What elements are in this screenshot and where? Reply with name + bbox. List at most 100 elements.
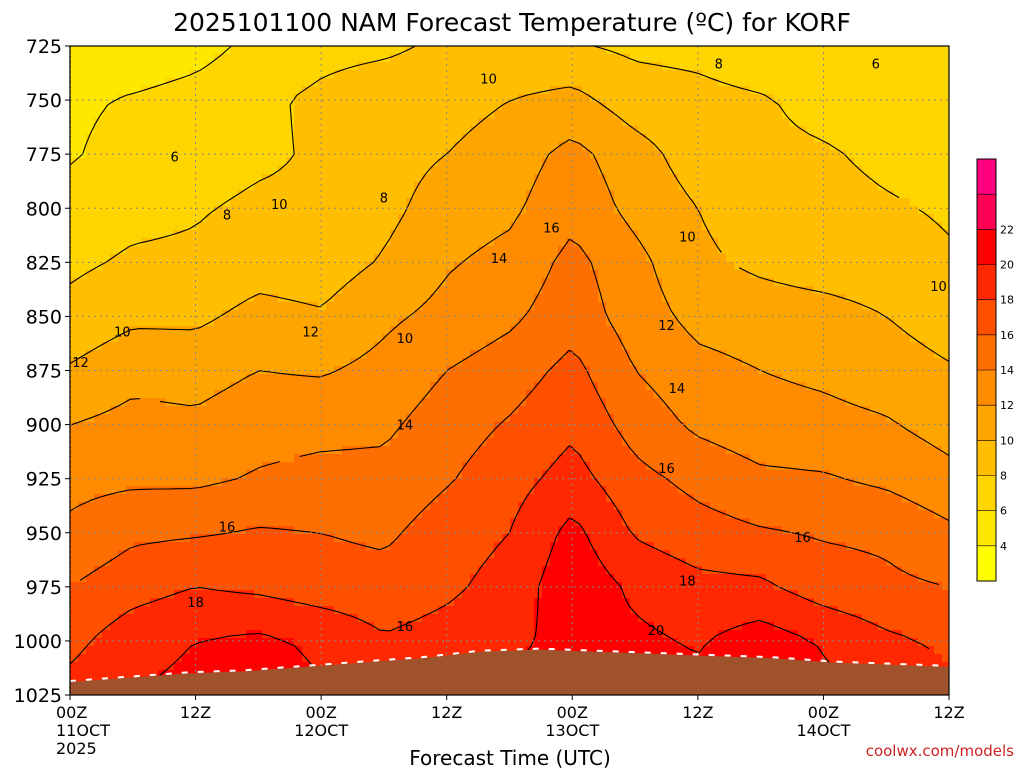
heat-cell <box>150 102 159 111</box>
heat-cell <box>766 54 775 63</box>
heat-cell <box>134 326 143 335</box>
heat-cell <box>502 350 511 359</box>
heat-cell <box>110 182 119 191</box>
heat-cell <box>902 286 911 295</box>
heat-cell <box>166 262 175 271</box>
heat-cell <box>622 366 631 375</box>
heat-cell <box>302 102 311 111</box>
heat-cell <box>438 398 447 407</box>
heat-cell <box>70 214 79 223</box>
heat-cell <box>110 318 119 327</box>
heat-cell <box>430 54 439 63</box>
heat-cell <box>782 134 791 143</box>
heat-cell <box>710 142 719 151</box>
heat-cell <box>342 390 351 399</box>
heat-cell <box>926 262 935 271</box>
heat-cell <box>718 182 727 191</box>
heat-cell <box>102 310 111 319</box>
heat-cell <box>838 398 847 407</box>
heat-cell <box>86 166 95 175</box>
heat-cell <box>718 126 727 135</box>
heat-cell <box>566 198 575 207</box>
heat-cell <box>254 78 263 87</box>
heat-cell <box>134 54 143 63</box>
heat-cell <box>278 390 287 399</box>
heat-cell <box>902 86 911 95</box>
heat-cell <box>502 342 511 351</box>
heat-cell <box>726 166 735 175</box>
heat-cell <box>854 238 863 247</box>
heat-cell <box>646 374 655 383</box>
heat-cell <box>502 382 511 391</box>
heat-cell <box>678 398 687 407</box>
heat-cell <box>782 230 791 239</box>
heat-cell <box>710 118 719 127</box>
heat-cell <box>134 126 143 135</box>
heat-cell <box>358 70 367 79</box>
heat-cell <box>526 398 535 407</box>
heat-cell <box>814 118 823 127</box>
heat-cell <box>686 238 695 247</box>
heat-cell <box>230 70 239 79</box>
heat-cell <box>582 158 591 167</box>
heat-cell <box>590 398 599 407</box>
heat-cell <box>174 206 183 215</box>
heat-cell <box>182 118 191 127</box>
heat-cell <box>894 230 903 239</box>
heat-cell <box>782 254 791 263</box>
heat-cell <box>742 278 751 287</box>
heat-cell <box>198 342 207 351</box>
heat-cell <box>606 62 615 71</box>
heat-cell <box>550 198 559 207</box>
heat-cell <box>766 62 775 71</box>
heat-cell <box>414 198 423 207</box>
heat-cell <box>846 190 855 199</box>
heat-cell <box>214 310 223 319</box>
heat-cell <box>894 222 903 231</box>
heat-cell <box>478 182 487 191</box>
heat-cell <box>390 302 399 311</box>
heat-cell <box>182 302 191 311</box>
heat-cell <box>798 310 807 319</box>
heat-cell <box>718 270 727 279</box>
heat-cell <box>630 318 639 327</box>
heat-cell <box>510 382 519 391</box>
heat-cell <box>326 246 335 255</box>
heat-cell <box>558 390 567 399</box>
heat-cell <box>782 246 791 255</box>
heat-cell <box>454 190 463 199</box>
heat-cell <box>422 334 431 343</box>
heat-cell <box>190 294 199 303</box>
heat-cell <box>222 134 231 143</box>
heat-cell <box>566 390 575 399</box>
heat-cell <box>182 358 191 367</box>
heat-cell <box>278 190 287 199</box>
heat-cell <box>206 286 215 295</box>
heat-cell <box>654 134 663 143</box>
heat-cell <box>374 94 383 103</box>
heat-cell <box>398 182 407 191</box>
heat-cell <box>678 174 687 183</box>
heat-cell <box>438 102 447 111</box>
heat-cell <box>126 182 135 191</box>
heat-cell <box>662 230 671 239</box>
heat-cell <box>942 286 949 295</box>
heat-cell <box>638 206 647 215</box>
heat-cell <box>246 174 255 183</box>
heat-cell <box>190 286 199 295</box>
heat-cell <box>502 270 511 279</box>
heat-cell <box>334 334 343 343</box>
heat-cell <box>198 118 207 127</box>
heat-cell <box>326 270 335 279</box>
heat-cell <box>670 126 679 135</box>
heat-cell <box>814 310 823 319</box>
heat-cell <box>150 206 159 215</box>
heat-cell <box>334 302 343 311</box>
heat-cell <box>262 342 271 351</box>
heat-cell <box>646 94 655 103</box>
heat-cell <box>374 342 383 351</box>
heat-cell <box>878 286 887 295</box>
heat-cell <box>766 238 775 247</box>
heat-cell <box>126 94 135 103</box>
heat-cell <box>702 62 711 71</box>
